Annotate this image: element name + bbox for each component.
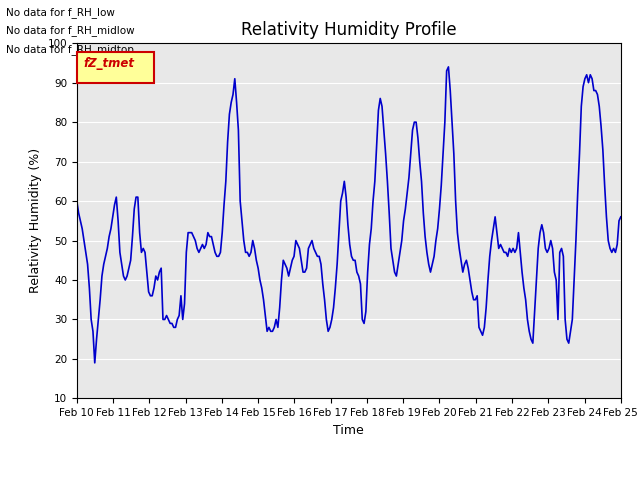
X-axis label: Time: Time xyxy=(333,424,364,437)
Text: No data for f_RH_midlow: No data for f_RH_midlow xyxy=(6,25,135,36)
Y-axis label: Relativity Humidity (%): Relativity Humidity (%) xyxy=(29,148,42,293)
Legend: 22m: 22m xyxy=(312,476,385,480)
Title: Relativity Humidity Profile: Relativity Humidity Profile xyxy=(241,21,456,39)
Text: fZ_tmet: fZ_tmet xyxy=(83,57,134,70)
Text: No data for f_RH_low: No data for f_RH_low xyxy=(6,7,115,18)
Text: No data for f_RH_midtop: No data for f_RH_midtop xyxy=(6,44,134,55)
